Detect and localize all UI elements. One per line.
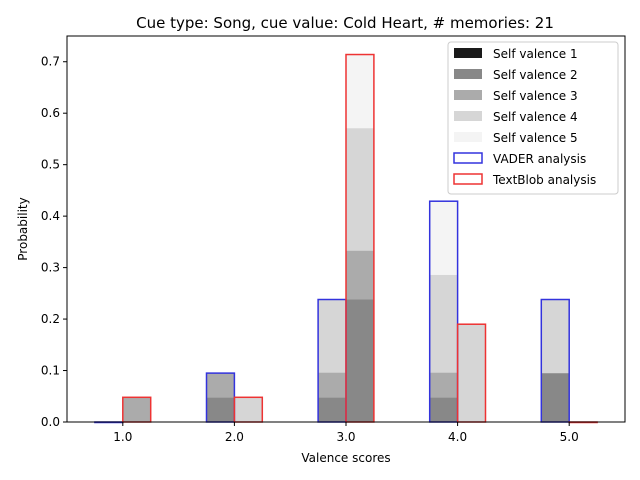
y-tick-label: 0.2 <box>41 312 60 326</box>
x-tick-label: 4.0 <box>448 430 467 444</box>
y-tick-label: 0.6 <box>41 106 60 120</box>
bars-layer <box>94 53 598 424</box>
bar-self-valence-segment <box>429 201 458 275</box>
bar-textblob-fill <box>346 299 374 422</box>
y-axis-label: Probability <box>16 197 30 260</box>
legend-swatch <box>454 90 482 100</box>
x-tick-label: 2.0 <box>225 430 244 444</box>
legend-label: Self valence 1 <box>493 47 578 61</box>
bar-self-valence-segment <box>318 397 346 422</box>
y-tick-label: 0.7 <box>41 55 60 69</box>
legend-swatch <box>454 69 482 79</box>
legend-box <box>447 41 619 195</box>
legend-label: TextBlob analysis <box>492 173 596 187</box>
bar-self-valence-segment <box>429 372 458 398</box>
bar-self-valence-segment <box>318 298 346 373</box>
bar-textblob-fill <box>346 250 374 300</box>
y-tick-label: 0.5 <box>41 158 60 172</box>
legend-label: VADER analysis <box>493 152 586 166</box>
x-tick-label: 1.0 <box>113 430 132 444</box>
bar-self-valence-segment <box>541 299 570 374</box>
legend-label: Self valence 4 <box>493 110 578 124</box>
y-tick-label: 0.3 <box>41 261 60 275</box>
bar-self-valence-segment <box>206 397 235 422</box>
bar-textblob-fill <box>346 128 374 251</box>
y-tick-label: 0.0 <box>41 415 60 429</box>
legend-swatch <box>454 132 482 142</box>
x-axis-label: Valence scores <box>301 451 390 465</box>
y-tick-label: 0.1 <box>41 364 60 378</box>
legend: Self valence 1 Self valence 2 Self valence… <box>447 41 619 195</box>
chart-title: Cue type: Song, cue value: Cold Heart, #… <box>136 14 554 32</box>
bar-self-valence-segment <box>206 372 235 398</box>
legend-label: Self valence 5 <box>493 131 578 145</box>
legend-label: Self valence 2 <box>493 68 578 82</box>
bar-self-valence-segment <box>429 397 458 422</box>
legend-label: Self valence 3 <box>493 89 578 103</box>
axes-layer: 1.0 2.0 3.0 4.0 5.0 0.0 0.1 0.2 0.3 0.4 0.5 0.6 0.7 <box>41 55 579 444</box>
bar-textblob-fill <box>122 397 151 422</box>
legend-swatch <box>453 152 483 164</box>
bar-textblob-fill <box>457 324 486 422</box>
bar-self-valence-segment <box>318 372 346 398</box>
legend-swatch <box>453 173 483 185</box>
bar-self-valence-segment <box>541 373 570 422</box>
legend-swatch <box>454 48 482 58</box>
bar-self-valence-segment <box>429 274 458 373</box>
bar-textblob-fill <box>346 54 374 129</box>
y-tick-label: 0.4 <box>41 209 60 223</box>
x-tick-label: 3.0 <box>336 430 355 444</box>
legend-swatch <box>454 111 482 121</box>
x-tick-label: 5.0 <box>560 430 579 444</box>
bar-textblob-fill <box>234 397 263 422</box>
